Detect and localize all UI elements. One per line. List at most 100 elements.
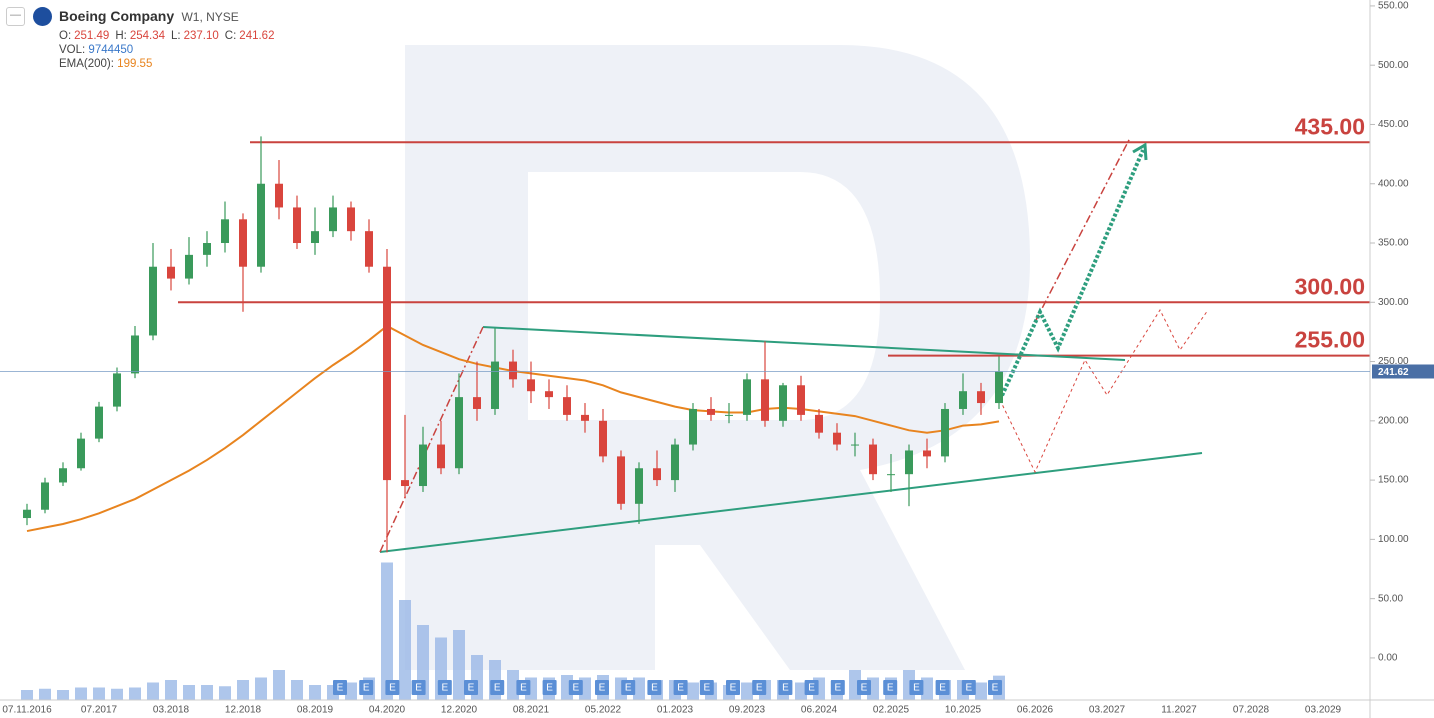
x-tick-label: 03.2027	[1089, 705, 1126, 716]
volume-bar	[399, 600, 411, 700]
volume-bar	[633, 677, 645, 700]
candle-body	[41, 482, 49, 510]
candle-body	[725, 414, 733, 416]
y-tick-label: 150.00	[1378, 475, 1409, 486]
earnings-box	[830, 680, 845, 695]
y-tick-label: 550.00	[1378, 1, 1409, 12]
earnings-label: E	[599, 683, 606, 694]
candle-body	[203, 243, 211, 255]
earnings-box	[595, 680, 609, 695]
earnings-box	[804, 680, 819, 695]
y-tick-label: 50.00	[1378, 593, 1403, 604]
candle-body	[329, 207, 337, 232]
earnings-label: E	[572, 683, 579, 694]
candle-body	[23, 509, 31, 519]
candle-body	[167, 266, 175, 279]
ohlc-value: 251.49	[74, 30, 110, 42]
volume-bar	[291, 680, 303, 700]
volume-value: 9744450	[88, 44, 134, 56]
candle-body	[779, 385, 787, 421]
volume-bar	[345, 682, 357, 700]
timeframe: W1, NYSE	[181, 10, 239, 24]
volume-bar	[687, 682, 699, 700]
earnings-label: E	[913, 683, 920, 694]
earnings-box	[909, 680, 924, 695]
candle-body	[959, 391, 967, 409]
candle-body	[257, 183, 265, 267]
earnings-box	[961, 680, 976, 695]
candle-body	[95, 406, 103, 439]
earnings-box	[935, 680, 950, 695]
x-tick-label: 09.2023	[729, 705, 766, 716]
candle-body	[293, 207, 301, 244]
earnings-box	[778, 680, 793, 695]
earnings-box	[542, 680, 557, 695]
candle-body	[455, 397, 463, 469]
earnings-box	[333, 680, 347, 695]
candle-body	[437, 444, 445, 469]
earnings-box	[359, 680, 374, 695]
earnings-label: E	[415, 683, 422, 694]
earnings-label: E	[782, 683, 789, 694]
x-tick-label: 03.2029	[1305, 705, 1342, 716]
x-tick-label: 07.11.2016	[2, 705, 52, 716]
candle-body	[707, 408, 715, 415]
ohlc-label: L:	[171, 30, 181, 42]
candle-body	[617, 456, 625, 504]
volume-bar	[147, 682, 159, 700]
volume-bar	[255, 677, 267, 700]
candle-body	[311, 231, 319, 244]
x-tick-label: 05.2022	[585, 705, 622, 716]
main-forecast	[998, 149, 1145, 401]
candle-body	[797, 385, 805, 415]
volume-bar	[507, 670, 519, 700]
x-tick-label: 11.2027	[1161, 705, 1197, 716]
x-tick-label: 01.2023	[657, 705, 694, 716]
y-tick-label: 200.00	[1378, 415, 1409, 426]
candle-body	[869, 444, 877, 475]
volume-bar	[237, 680, 249, 700]
volume-bar	[93, 687, 105, 700]
earnings-box	[490, 680, 505, 695]
ema-row: EMA(200): 199.55	[59, 58, 152, 70]
x-tick-label: 12.2020	[441, 705, 478, 716]
earnings-label: E	[494, 683, 501, 694]
volume-bar	[921, 677, 933, 700]
candle-body	[473, 397, 481, 409]
forecast-arrow	[1132, 142, 1148, 161]
candle-body	[347, 207, 355, 232]
earnings-label: E	[651, 683, 658, 694]
candle-body	[221, 219, 229, 244]
candle-body	[995, 371, 1003, 404]
candle-body	[239, 219, 247, 267]
y-tick-label: 0.00	[1378, 653, 1398, 664]
ema-label: EMA(200):	[59, 58, 114, 70]
volume-row: VOL: 9744450	[59, 44, 133, 56]
candle-body	[509, 361, 517, 380]
earnings-box	[988, 680, 1002, 695]
earnings-label: E	[703, 683, 710, 694]
collapse-button[interactable]: —	[6, 7, 25, 26]
candle-body	[761, 379, 769, 421]
x-tick-label: 07.2017	[81, 705, 118, 716]
level-label: 300.00	[1295, 273, 1365, 299]
ema-value: 199.55	[117, 58, 153, 70]
earnings-label: E	[546, 683, 553, 694]
earnings-label: E	[730, 683, 737, 694]
earnings-box	[516, 680, 531, 695]
candle-body	[419, 444, 427, 487]
symbol-title: Boeing Company	[59, 8, 175, 24]
triangle-lower	[379, 452, 1203, 553]
logo	[33, 7, 52, 26]
y-tick-label: 400.00	[1378, 178, 1409, 189]
candle-body	[149, 266, 157, 336]
candle-body	[77, 438, 85, 469]
watermark	[405, 45, 1030, 670]
earnings-label: E	[939, 683, 946, 694]
levels-layer: 435.00 300.00 255.00	[178, 113, 1370, 357]
volume-bar	[183, 685, 195, 700]
ohlc-label: H:	[115, 30, 127, 42]
volume-bar	[21, 690, 33, 700]
earnings-label: E	[887, 683, 894, 694]
